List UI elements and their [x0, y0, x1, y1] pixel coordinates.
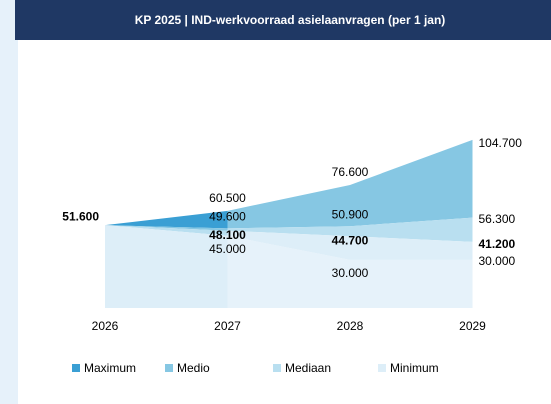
legend-label: Minimum: [390, 361, 439, 375]
legend-swatch: [378, 364, 386, 372]
area-band: [105, 225, 228, 236]
legend-label: Medio: [177, 361, 210, 375]
data-label: 60.500: [209, 191, 246, 205]
area-band: [227, 226, 350, 237]
data-label: 45.000: [209, 242, 246, 256]
area-band: [105, 225, 228, 308]
x-tick-label: 2026: [92, 319, 119, 333]
area-band: [105, 210, 228, 229]
legend-swatch: [72, 364, 80, 372]
area-band: [350, 259, 473, 308]
x-tick-label: 2029: [459, 319, 486, 333]
title-bar: [15, 0, 551, 40]
legend-swatch: [165, 364, 173, 372]
area-band: [350, 217, 473, 242]
x-tick-label: 2028: [337, 319, 364, 333]
data-label: 49.600: [209, 210, 246, 224]
area-band: [350, 139, 473, 227]
data-label: 56.300: [479, 212, 516, 226]
data-label: 30.000: [479, 254, 516, 268]
data-label: 104.700: [479, 136, 523, 150]
x-tick-label: 2027: [214, 319, 241, 333]
chart-title: KP 2025 | IND-werkvoorraad asielaanvrage…: [135, 13, 446, 27]
area-band: [227, 230, 350, 260]
side-strip: [0, 0, 18, 404]
data-label: 41.200: [479, 237, 516, 251]
legend-label: Mediaan: [285, 361, 331, 375]
area-band: [227, 184, 350, 229]
data-label: 50.900: [332, 207, 369, 221]
legend-swatch: [273, 364, 281, 372]
data-label: 48.100: [209, 228, 246, 242]
data-label: 44.700: [332, 233, 369, 247]
legend-label: Maximum: [84, 361, 136, 375]
area-band: [350, 236, 473, 260]
data-label: 76.600: [332, 165, 369, 179]
data-label: 30.000: [332, 266, 369, 280]
area-band: [227, 235, 350, 308]
data-label: 51.600: [62, 209, 99, 223]
